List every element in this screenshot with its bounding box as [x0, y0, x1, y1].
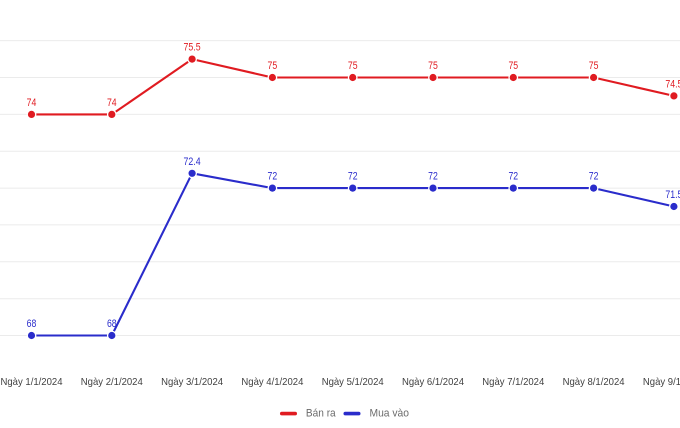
svg-text:Ngày 8/1/2024: Ngày 8/1/2024 [563, 376, 625, 388]
svg-text:Ngày 3/1/2024: Ngày 3/1/2024 [161, 376, 223, 388]
svg-text:72: 72 [428, 171, 438, 183]
svg-text:71.5: 71.5 [665, 189, 680, 201]
svg-text:72.4: 72.4 [184, 156, 201, 168]
svg-text:75: 75 [428, 60, 438, 72]
svg-text:75: 75 [508, 60, 518, 72]
svg-text:72: 72 [589, 171, 599, 183]
svg-text:72: 72 [508, 171, 518, 183]
svg-text:75: 75 [348, 60, 358, 72]
svg-text:Bán ra: Bán ra [306, 407, 337, 419]
svg-text:74: 74 [27, 97, 37, 109]
svg-text:74: 74 [107, 97, 117, 109]
svg-text:Ngày 7/1/2024: Ngày 7/1/2024 [482, 376, 544, 388]
svg-text:75.5: 75.5 [184, 42, 201, 54]
svg-text:Ngày 1/1/2024: Ngày 1/1/2024 [1, 376, 63, 388]
svg-text:68: 68 [27, 318, 37, 330]
svg-text:72: 72 [268, 171, 278, 183]
svg-text:75: 75 [589, 60, 599, 72]
svg-text:Ngày 2/1/2024: Ngày 2/1/2024 [81, 376, 143, 388]
svg-text:72: 72 [348, 171, 358, 183]
svg-text:68: 68 [107, 318, 117, 330]
svg-text:Ngày 5/1/2024: Ngày 5/1/2024 [322, 376, 384, 388]
svg-text:Ngày 4/1/2024: Ngày 4/1/2024 [241, 376, 303, 388]
svg-text:74.5: 74.5 [665, 78, 680, 90]
svg-text:Mua vào: Mua vào [370, 407, 410, 419]
svg-text:Ngày 9/1/2024: Ngày 9/1/2024 [643, 376, 680, 388]
svg-text:Ngày 6/1/2024: Ngày 6/1/2024 [402, 376, 464, 388]
svg-text:75: 75 [268, 60, 278, 72]
